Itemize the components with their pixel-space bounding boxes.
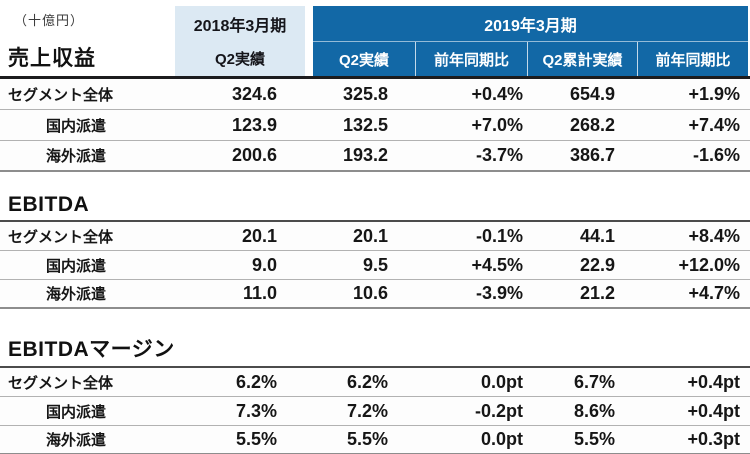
table-row: 国内派遣 9.0 9.5 +4.5% 22.9 +12.0% — [0, 251, 750, 280]
column-header-2019-period: 2019年3月期 — [313, 6, 748, 42]
cell-cumulative-yoy: +4.7% — [688, 283, 740, 303]
cell-yoy: -3.9% — [475, 283, 523, 303]
cell-2018-q2: 200.6 — [231, 145, 277, 165]
row-label: 海外派遣 — [46, 286, 107, 303]
column-subheaders-2019: Q2実績 前年同期比 Q2累計実績 前年同期比 — [313, 42, 748, 76]
column-header-2019-q2-cumulative: Q2累計実績 — [527, 42, 637, 76]
section-ebitda: EBITDA セグメント全体 20.1 20.1 -0.1% 44.1 +8.4… — [0, 193, 750, 309]
section-header: EBITDAマージン — [0, 333, 750, 368]
cell-cumulative-yoy: +8.4% — [688, 225, 740, 246]
cell-q2-cumulative: 6.7% — [573, 371, 615, 392]
cell-cumulative-yoy: +0.4pt — [687, 371, 740, 392]
cell-2019-q2: 132.5 — [342, 114, 388, 135]
row-label: 海外派遣 — [46, 432, 107, 449]
cell-yoy: -3.7% — [475, 145, 523, 165]
column-header-2018-period: 2018年3月期 — [193, 17, 287, 35]
table-body: セグメント全体 324.6 325.8 +0.4% 654.9 +1.9% 国内… — [0, 79, 750, 454]
cell-2018-q2: 11.0 — [242, 283, 277, 303]
cell-cumulative-yoy: -1.6% — [692, 145, 740, 165]
column-group-2018: 2018年3月期 Q2実績 — [175, 6, 305, 76]
section-title-ebitda-margin: EBITDAマージン — [8, 338, 175, 361]
cell-2019-q2: 6.2% — [346, 371, 388, 392]
cell-q2-cumulative: 44.1 — [579, 225, 615, 246]
cell-yoy: -0.2pt — [474, 400, 523, 421]
cell-cumulative-yoy: +0.4pt — [687, 400, 740, 421]
row-label: セグメント全体 — [8, 86, 114, 104]
table-row: 国内派遣 7.3% 7.2% -0.2pt 8.6% +0.4pt — [0, 397, 750, 426]
cell-cumulative-yoy: +0.3pt — [687, 429, 740, 449]
column-header-2019-q2-actual: Q2実績 — [338, 51, 389, 69]
unit-label: （十億円） — [14, 13, 85, 28]
cell-2018-q2: 6.2% — [235, 371, 277, 392]
table-row: セグメント全体 20.1 20.1 -0.1% 44.1 +8.4% — [0, 222, 750, 251]
row-label: セグメント全体 — [8, 228, 114, 246]
cell-q2-cumulative: 21.2 — [579, 283, 615, 303]
cell-2019-q2: 5.5% — [346, 429, 388, 449]
section-revenue: セグメント全体 324.6 325.8 +0.4% 654.9 +1.9% 国内… — [0, 79, 750, 172]
cell-2018-q2: 123.9 — [231, 114, 277, 135]
cell-yoy: +7.0% — [471, 114, 523, 135]
cell-yoy: -0.1% — [475, 225, 523, 246]
row-label: 国内派遣 — [46, 257, 107, 275]
cell-2018-q2: 324.6 — [231, 83, 277, 104]
section-header: EBITDA — [0, 193, 750, 222]
cell-cumulative-yoy: +7.4% — [688, 114, 740, 135]
table-row: 海外派遣 200.6 193.2 -3.7% 386.7 -1.6% — [0, 141, 750, 172]
cell-2018-q2: 5.5% — [235, 429, 277, 449]
section-title-ebitda: EBITDA — [8, 193, 90, 216]
column-header-2018-q2-actual: Q2実績 — [214, 51, 265, 68]
cell-q2-cumulative: 8.6% — [573, 400, 615, 421]
cell-2019-q2: 325.8 — [342, 83, 388, 104]
column-group-2019: 2019年3月期 Q2実績 前年同期比 Q2累計実績 前年同期比 — [313, 6, 748, 76]
cell-q2-cumulative: 268.2 — [569, 114, 615, 135]
cell-q2-cumulative: 386.7 — [569, 145, 615, 165]
cell-2018-q2: 20.1 — [241, 225, 277, 246]
cell-q2-cumulative: 22.9 — [579, 254, 615, 275]
row-label: 国内派遣 — [46, 403, 107, 421]
cell-2018-q2: 7.3% — [235, 400, 277, 421]
header-divider-rule — [0, 76, 750, 79]
table-row: 海外派遣 5.5% 5.5% 0.0pt 5.5% +0.3pt — [0, 426, 750, 454]
cell-2019-q2: 20.1 — [352, 225, 388, 246]
section-title-revenue: 売上収益 — [8, 47, 96, 70]
row-label: 国内派遣 — [46, 117, 107, 135]
cell-2019-q2: 9.5 — [362, 254, 388, 275]
cell-cumulative-yoy: +1.9% — [688, 83, 740, 104]
cell-yoy: 0.0pt — [480, 371, 523, 392]
cell-q2-cumulative: 5.5% — [573, 429, 615, 449]
cell-yoy: 0.0pt — [480, 429, 523, 449]
cell-2018-q2: 9.0 — [251, 254, 277, 275]
cell-2019-q2: 193.2 — [342, 145, 388, 165]
column-header-2019-yoy: 前年同期比 — [415, 42, 527, 76]
cell-2019-q2: 7.2% — [346, 400, 388, 421]
cell-q2-cumulative: 654.9 — [569, 83, 615, 104]
section-ebitda-margin: EBITDAマージン セグメント全体 6.2% 6.2% 0.0pt 6.7% … — [0, 333, 750, 454]
table-row: セグメント全体 6.2% 6.2% 0.0pt 6.7% +0.4pt — [0, 368, 750, 397]
table-row: 海外派遣 11.0 10.6 -3.9% 21.2 +4.7% — [0, 280, 750, 309]
table-row: 国内派遣 123.9 132.5 +7.0% 268.2 +7.4% — [0, 110, 750, 141]
cell-cumulative-yoy: +12.0% — [678, 254, 740, 275]
cell-2019-q2: 10.6 — [352, 283, 388, 303]
column-header-2019-cumulative-yoy: 前年同期比 — [637, 42, 748, 76]
row-label: 海外派遣 — [46, 148, 107, 165]
cell-yoy: +0.4% — [471, 83, 523, 104]
table-row: セグメント全体 324.6 325.8 +0.4% 654.9 +1.9% — [0, 79, 750, 110]
row-label: セグメント全体 — [8, 374, 114, 392]
cell-yoy: +4.5% — [471, 254, 523, 275]
